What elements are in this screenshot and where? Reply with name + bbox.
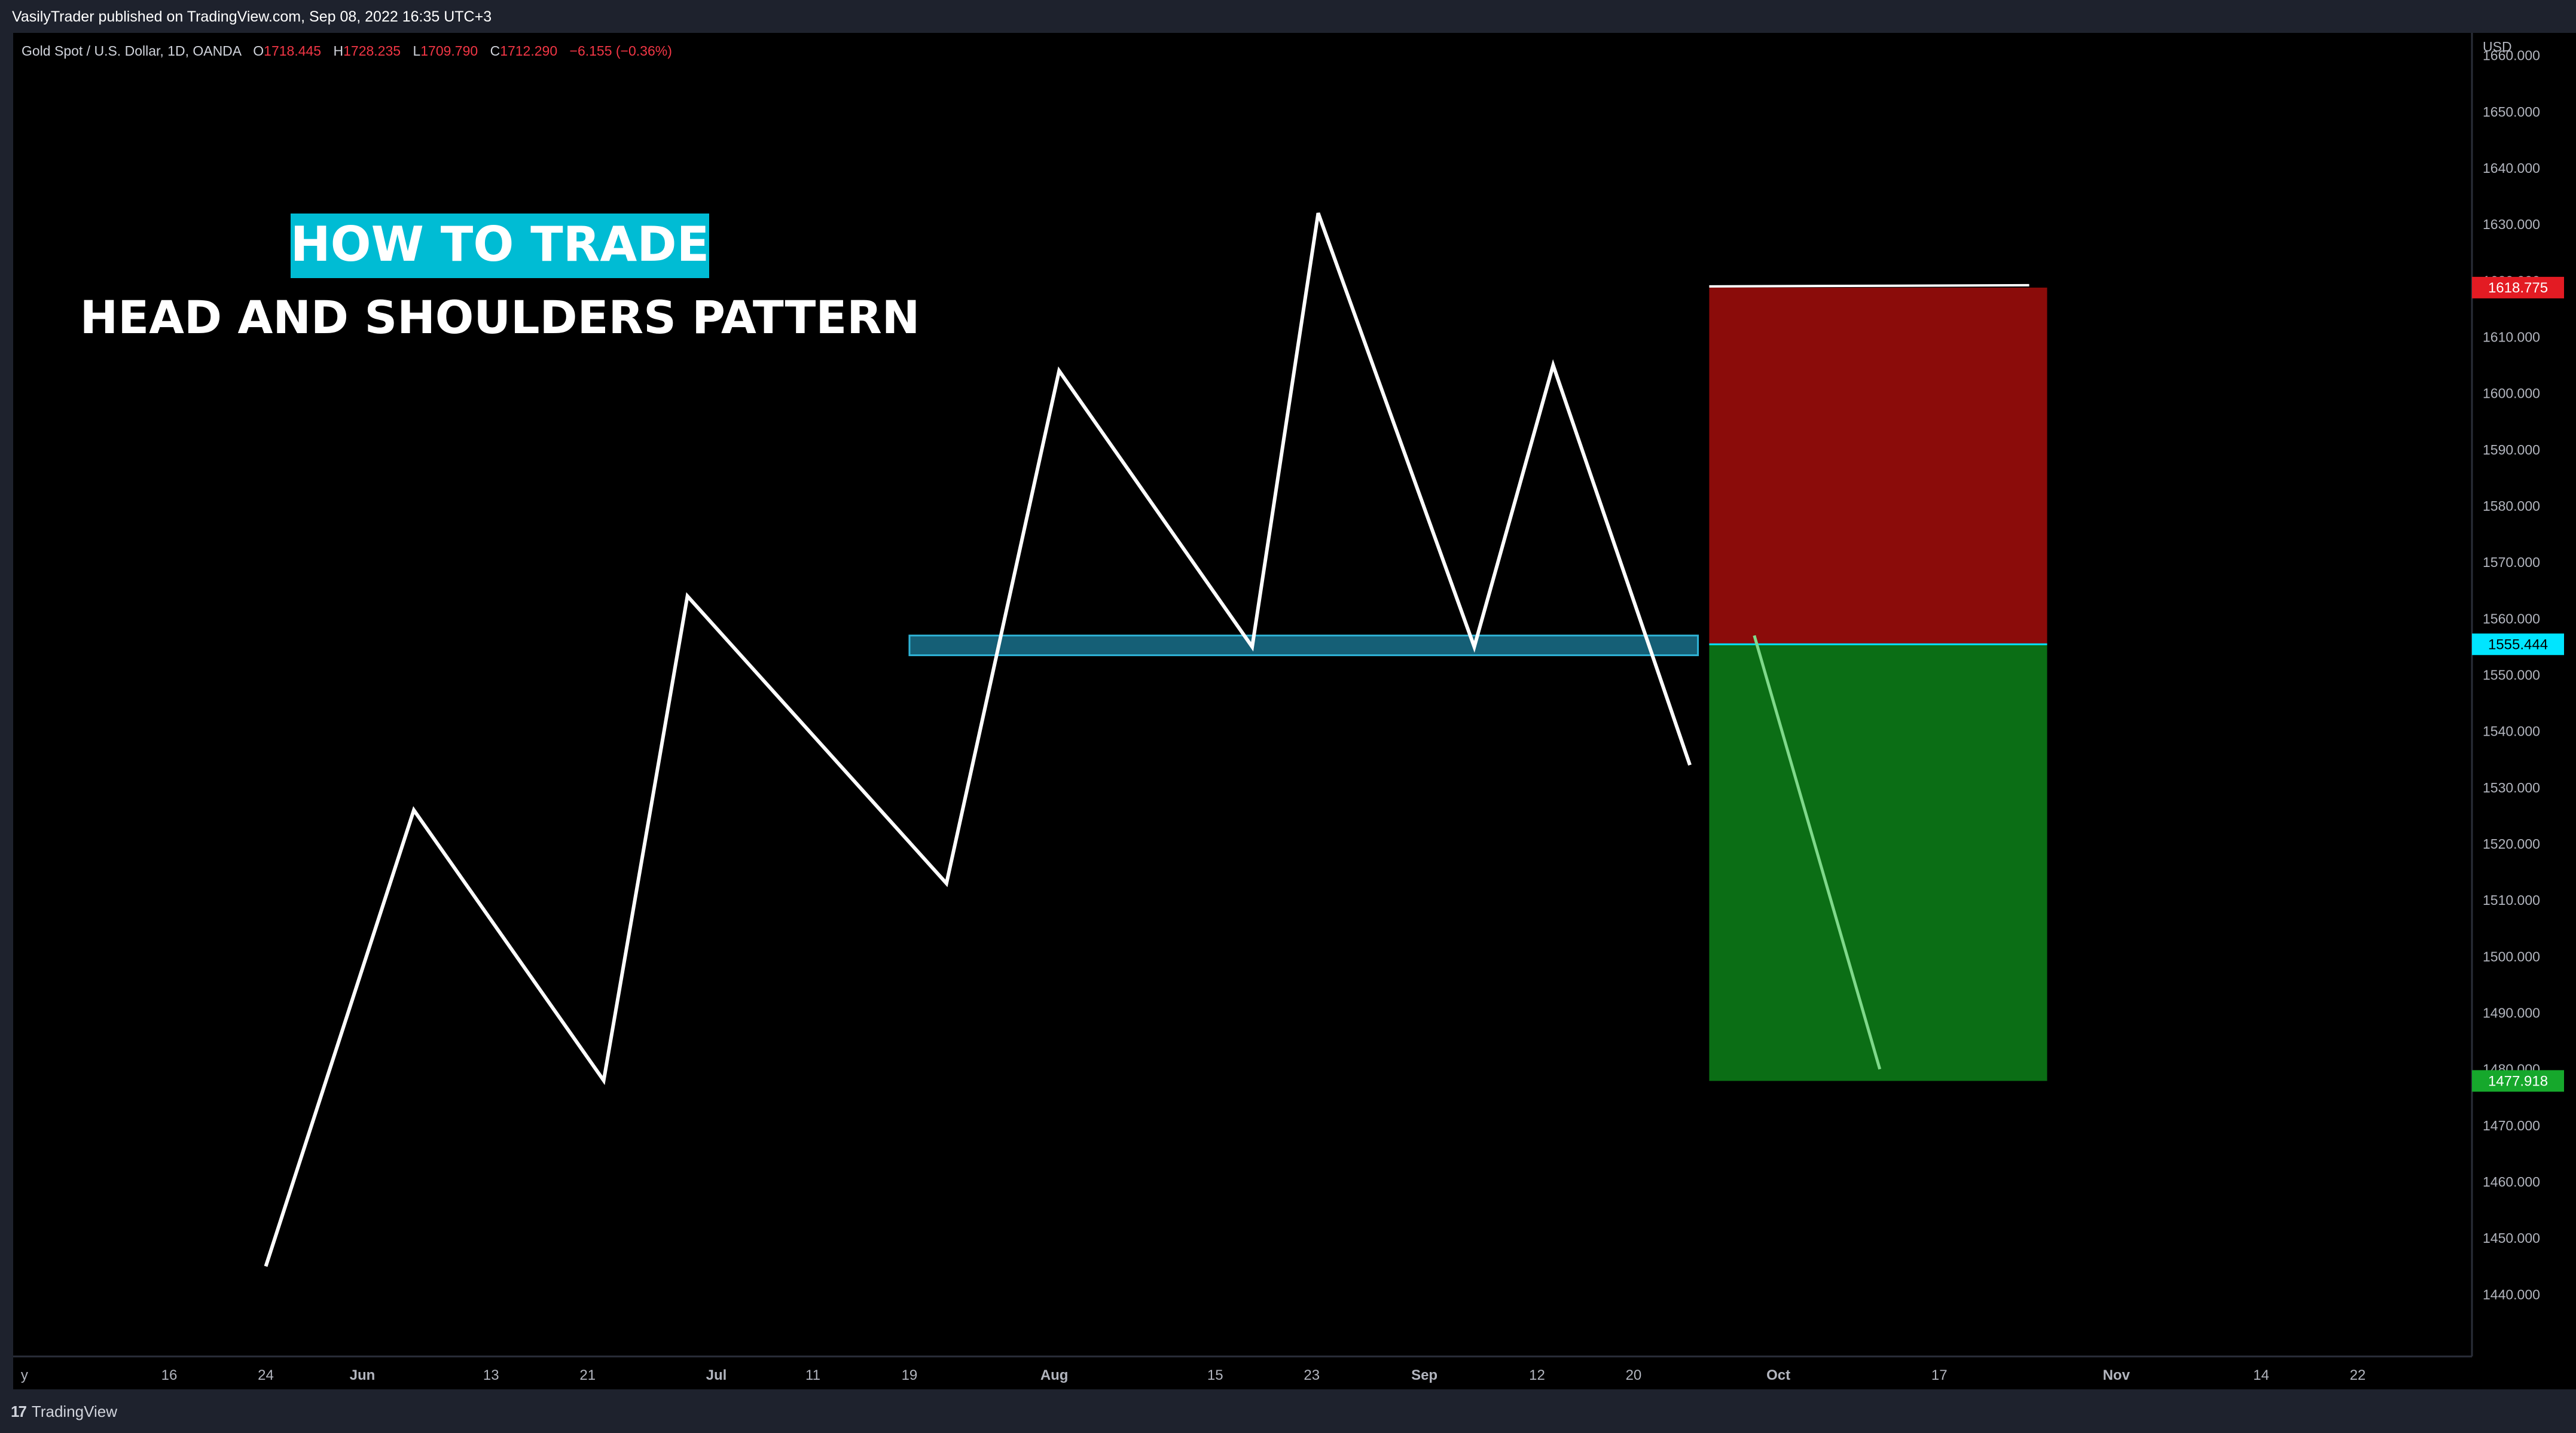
time-tick-label: 24	[258, 1367, 274, 1383]
tradingview-logo-icon: 17	[11, 1402, 27, 1420]
price-lines	[264, 212, 1882, 1267]
price-tick-label: 1660.000	[2483, 48, 2540, 63]
left-edge-strip	[0, 33, 13, 1389]
time-tick-label: 17	[1931, 1367, 1948, 1383]
time-tick-label: 21	[579, 1367, 596, 1383]
time-tick-label: 20	[1626, 1367, 1642, 1383]
time-tick-label: Aug	[1040, 1367, 1069, 1383]
entry-price-label: 1555.444	[2488, 636, 2548, 653]
projected-move-line	[1753, 635, 1882, 1070]
time-tick-label: 16	[161, 1367, 178, 1383]
legend-low-value: 1709.790	[420, 43, 478, 59]
time-tick-label: Jul	[706, 1367, 727, 1383]
price-tick-label: 1580.000	[2483, 498, 2540, 514]
time-ticks: y 16 24 Jun 13 21 Jul 11 19 Aug 15 23 Sep 12 20 Oct 17 No…	[21, 1367, 2366, 1383]
target-price-tag	[2472, 1070, 2564, 1092]
target-price-label: 1477.918	[2488, 1073, 2548, 1089]
time-tick-label: 12	[1529, 1367, 1545, 1383]
legend-low-label: L	[413, 43, 420, 59]
price-tick-label: 1590.000	[2483, 442, 2540, 458]
banner-highlight	[291, 214, 709, 278]
price-tick-label: 1550.000	[2483, 667, 2540, 683]
legend-high-label: H	[333, 43, 343, 59]
stop-price-tag	[2472, 276, 2564, 298]
legend-high-value: 1728.235	[343, 43, 401, 59]
price-tick-label: 1490.000	[2483, 1005, 2540, 1021]
publisher-info: VasilyTrader published on TradingView.co…	[12, 8, 492, 25]
price-tick-label: 1440.000	[2483, 1286, 2540, 1302]
time-tick-label: 13	[483, 1367, 499, 1383]
time-tick-label: Jun	[350, 1367, 376, 1383]
time-tick-label: Sep	[1411, 1367, 1437, 1383]
legend-symbol: Gold Spot / U.S. Dollar, 1D, OANDA	[22, 43, 242, 59]
price-tick-label: 1540.000	[2483, 724, 2540, 739]
legend-open-value: 1718.445	[264, 43, 321, 59]
price-tick-label: 1510.000	[2483, 892, 2540, 908]
time-tick-label: 15	[1207, 1367, 1223, 1383]
position-zones	[1709, 283, 2047, 1081]
stop-price-label: 1618.775	[2488, 280, 2548, 296]
price-tick-label: 1610.000	[2483, 330, 2540, 345]
time-tick-label: 11	[805, 1367, 820, 1383]
header-bar: VasilyTrader published on TradingView.co…	[0, 0, 2576, 33]
price-tick-label: 1520.000	[2483, 836, 2540, 852]
legend-close-label: C	[490, 43, 500, 59]
price-tick-label: 1600.000	[2483, 386, 2540, 401]
price-tags: 1618.775 1555.444 1477.918	[2472, 276, 2564, 1092]
price-tick-label: 1640.000	[2483, 160, 2540, 176]
time-tick-label: 19	[902, 1367, 918, 1383]
time-tick-label: 23	[1304, 1367, 1320, 1383]
tradingview-logo-text: TradingView	[31, 1402, 117, 1420]
time-tick-label: 22	[2350, 1367, 2366, 1383]
price-tick-label: 1650.000	[2483, 104, 2540, 120]
title-banner: HOW TO TRADE HEAD AND SHOULDERS PATTERN	[80, 214, 920, 344]
price-tick-label: 1450.000	[2483, 1230, 2540, 1246]
time-tick-label: 14	[2253, 1367, 2269, 1383]
price-ticks: 1440.0001450.0001460.0001470.0001480.000…	[2483, 48, 2540, 1303]
banner-title: HOW TO TRADE	[291, 217, 710, 272]
price-tick-label: 1470.000	[2483, 1118, 2540, 1133]
currency-label: USD	[2483, 39, 2512, 54]
svg-text:Gold Spot / U.S. Dollar, 1D, O: Gold Spot / U.S. Dollar, 1D, OANDA O1718…	[22, 43, 672, 59]
footer-bar: 17 TradingView	[0, 1389, 2576, 1433]
tradingview-logo[interactable]: 17 TradingView	[11, 1402, 117, 1421]
entry-price-tag	[2472, 633, 2564, 655]
pattern-line	[264, 212, 1692, 1267]
stop-loss-zone	[1709, 287, 2047, 645]
price-tick-label: 1500.000	[2483, 949, 2540, 964]
banner-subtitle: HEAD AND SHOULDERS PATTERN	[80, 291, 920, 344]
time-tick-label: Oct	[1766, 1367, 1790, 1383]
price-tick-label: 1460.000	[2483, 1174, 2540, 1190]
price-axis[interactable]	[2472, 33, 2576, 1389]
neckline-group	[908, 635, 1699, 657]
legend-change: −6.155 (−0.36%)	[570, 43, 672, 59]
take-profit-zone	[1709, 644, 2047, 1081]
time-tick-label: y	[21, 1367, 28, 1383]
price-tick-label: 1560.000	[2483, 611, 2540, 626]
stop-line	[1709, 283, 2029, 288]
legend-close-value: 1712.290	[500, 43, 557, 59]
price-tick-label: 1530.000	[2483, 780, 2540, 795]
time-tick-label: Nov	[2103, 1367, 2131, 1383]
neckline-zone	[908, 635, 1699, 657]
price-tick-label: 1570.000	[2483, 554, 2540, 570]
time-axis[interactable]	[13, 1356, 2472, 1389]
legend-open-label: O	[253, 43, 264, 59]
legend-row: Gold Spot / U.S. Dollar, 1D, OANDA O1718…	[22, 43, 672, 59]
price-tick-label: 1630.000	[2483, 217, 2540, 232]
